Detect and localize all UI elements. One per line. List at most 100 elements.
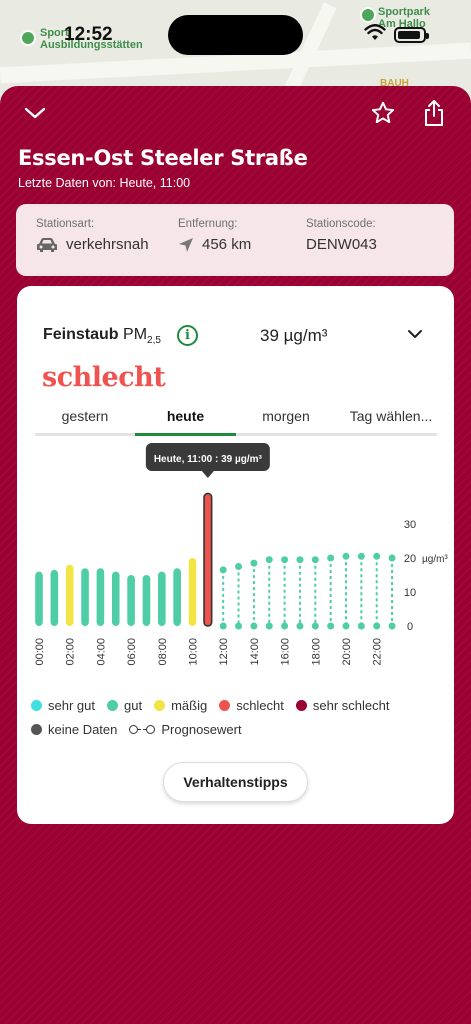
- concentration-value: 39 µg/m³: [260, 326, 328, 345]
- forecast-point-top: [265, 556, 273, 564]
- station-distance: Entfernung: 456 km: [178, 218, 251, 253]
- distance-value: 456 km: [202, 236, 252, 253]
- station-code-label: Stationscode:: [306, 218, 376, 230]
- station-type-value: verkehrsnah: [66, 236, 149, 253]
- y-unit-label: µg/m³: [422, 554, 448, 565]
- forecast-point-base: [388, 622, 396, 630]
- tab-yesterday[interactable]: gestern: [61, 408, 109, 424]
- map-poi-label: BAUH: [380, 78, 409, 89]
- chevron-down-icon: [408, 330, 422, 338]
- forecast-point-top: [296, 556, 304, 564]
- forecast-point-base: [219, 622, 227, 630]
- distance-label: Entfernung:: [178, 218, 238, 230]
- measured-bar: [35, 571, 43, 626]
- x-tick-label: 02:00: [65, 638, 77, 666]
- car-icon: [37, 237, 57, 252]
- forecast-point-top: [327, 554, 335, 562]
- station-title: Essen-Ost Steeler Straße: [18, 146, 308, 170]
- y-tick-label: 20: [404, 553, 416, 565]
- legend-item-sehr-gut: sehr gut: [31, 698, 95, 713]
- measured-bar: [127, 575, 135, 626]
- station-info-card: Stationsart: verkehrsnah Entfernung: 456…: [16, 204, 454, 276]
- share-icon: [425, 100, 443, 126]
- tooltip-box: [145, 443, 270, 471]
- star-icon: [371, 101, 395, 124]
- favorite-button[interactable]: [368, 98, 398, 128]
- measured-bar: [65, 564, 74, 626]
- dynamic-island: [168, 15, 303, 55]
- tab-today[interactable]: heute: [166, 408, 205, 424]
- forecast-point-base: [265, 622, 273, 630]
- x-tick-label: 00:00: [34, 638, 46, 666]
- behavior-tips-button[interactable]: Verhaltenstipps: [163, 762, 308, 802]
- measured-bar: [81, 568, 89, 626]
- forecast-point-base: [296, 622, 304, 630]
- measured-bar: [96, 568, 105, 626]
- station-code: Stationscode: DENW043: [306, 218, 377, 253]
- x-tick-label: 08:00: [157, 638, 169, 666]
- x-tick-label: 04:00: [95, 638, 107, 666]
- share-button[interactable]: [419, 98, 449, 128]
- measured-bar: [173, 568, 181, 626]
- x-tick-label: 14:00: [249, 638, 261, 666]
- tab-tomorrow[interactable]: morgen: [262, 408, 310, 424]
- forecast-point-top: [357, 552, 365, 560]
- forecast-point-base: [250, 622, 258, 630]
- pollutant-name: Feinstaub: [43, 326, 119, 343]
- legend-item-keine-daten: keine Daten: [31, 722, 117, 737]
- measured-bar: [142, 575, 151, 626]
- legend-item-gut: gut: [106, 698, 142, 713]
- pm25-chart[interactable]: Heute, 11:00 : 39 µg/m³ 0 10 20 30 µg/m³ 00:00…: [17, 441, 454, 691]
- forecast-point-top: [219, 566, 227, 574]
- legend-dot: [106, 700, 118, 711]
- day-tabs: gestern heute morgen Tag wählen...: [35, 404, 437, 436]
- battery-icon: [394, 27, 429, 43]
- tooltip-text: Heute, 11:00 : 39 µg/m³: [154, 454, 263, 465]
- forecast-point-base: [235, 622, 243, 630]
- station-type: Stationsart: verkehrsnah: [36, 218, 149, 253]
- status-time: 12:52: [64, 24, 113, 45]
- x-tick-label: 20:00: [341, 638, 353, 666]
- y-tick-label: 0: [407, 621, 413, 633]
- status-bar: 12:52: [0, 0, 471, 60]
- forecast-point-base: [357, 622, 365, 630]
- legend-dot: [295, 700, 307, 711]
- pollutant-symbol: PM2,5: [123, 326, 161, 347]
- map-pin-icon[interactable]: [20, 30, 36, 46]
- legend-item-schlecht: schlecht: [219, 698, 284, 713]
- forecast-marker-icon: [129, 725, 156, 734]
- wifi-icon: [364, 24, 386, 40]
- measured-bar: [50, 569, 59, 626]
- forecast-point-top: [388, 554, 396, 562]
- legend-item-prognosewert: Prognosewert: [129, 722, 242, 737]
- tooltip-pointer: [201, 471, 214, 478]
- collapse-button[interactable]: [20, 98, 50, 128]
- legend-item-sehr-schlecht: sehr schlecht: [295, 698, 389, 713]
- tab-choose-day[interactable]: Tag wählen...: [349, 408, 433, 424]
- forecast-point-top: [235, 563, 243, 570]
- forecast-point-top: [250, 559, 258, 567]
- forecast-point-top: [342, 552, 350, 560]
- forecast-point-top: [373, 552, 381, 560]
- measured-bar: [188, 558, 197, 626]
- chevron-down-icon: [24, 107, 46, 119]
- forecast-point-base: [342, 622, 350, 630]
- air-quality-card: Feinstaub PM2,5 i 39 µg/m³ schlecht gest…: [17, 286, 454, 824]
- info-icon[interactable]: i: [177, 325, 198, 346]
- x-tick-label: 18:00: [310, 638, 322, 666]
- map-pin-icon[interactable]: [360, 7, 376, 23]
- measured-bar: [111, 571, 120, 626]
- forecast-point-base: [327, 622, 335, 630]
- legend-item-maessig: mäßig: [154, 698, 207, 713]
- legend-dot: [154, 700, 166, 711]
- location-arrow-icon: [179, 237, 193, 252]
- legend: sehr gut gut mäßig schlecht sehr schlech…: [31, 698, 441, 746]
- pollutant-dropdown-button[interactable]: [405, 324, 425, 348]
- y-tick-label: 10: [404, 587, 416, 599]
- pollutant-selector[interactable]: Feinstaub PM2,5: [43, 326, 161, 346]
- x-tick-label: 22:00: [372, 638, 384, 666]
- forecast-point-top: [311, 556, 319, 564]
- map-label-sport: Sport Ausbildungsstätten: [40, 27, 143, 51]
- y-tick-label: 30: [404, 519, 416, 531]
- measured-bar: [203, 492, 213, 627]
